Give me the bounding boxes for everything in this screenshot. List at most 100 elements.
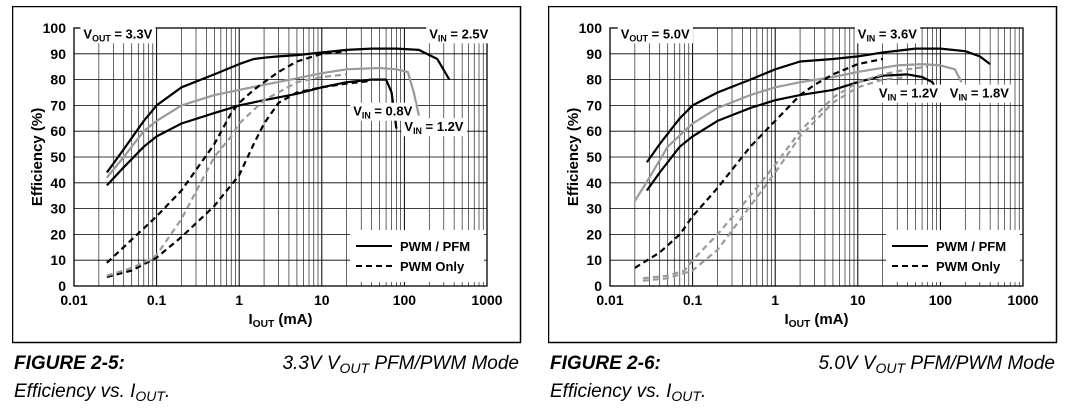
x-tick-label: 1	[771, 292, 779, 308]
x-axis-title-main: I	[784, 311, 788, 328]
y-tick-label: 30	[50, 201, 66, 217]
x-tick-label: 0.1	[147, 292, 167, 308]
annotation-4-rest: = 1.2V	[422, 119, 464, 134]
caption-sub-a: OUT	[875, 360, 906, 376]
caption-line2: Efficiency vs. IOUT.	[550, 380, 1070, 408]
chart-frame	[12, 6, 522, 344]
annotation-4: VIN = 1.8V	[950, 86, 1009, 103]
legend-label: PWM Only	[936, 259, 1001, 274]
caption-label: FIGURE 2-5:	[14, 353, 125, 374]
x-tick-label: 0.1	[683, 292, 703, 308]
plot-area	[609, 27, 1024, 287]
series-line-5	[642, 65, 928, 280]
annotation-4: VIN = 1.2V	[404, 119, 463, 136]
y-tick-label: 70	[586, 97, 602, 113]
caption-sub-a: OUT	[339, 360, 370, 376]
y-tick-label: 100	[43, 20, 67, 36]
x-tick-label: 100	[393, 292, 417, 308]
legend-label: PWM Only	[400, 259, 465, 274]
annotation-1-rest: = 5.0V	[648, 26, 690, 41]
legend-label: PWM / PFM	[936, 239, 1006, 254]
annotation-2: VIN = 2.5V	[429, 26, 488, 43]
y-tick-label: 90	[586, 46, 602, 62]
figure-2-5: 0 10 20 30 40 50 60 70 80 90 100 0.01 0.1 1 10 100 1000 E…	[12, 0, 542, 417]
series-group	[633, 47, 991, 282]
annotation-2-sub: IN	[866, 33, 875, 43]
annotation-bg	[80, 25, 156, 44]
annotation-3-rest: = 0.8V	[371, 104, 413, 119]
x-axis-title-sub: OUT	[789, 319, 811, 330]
x-axis-title: IOUT (mA)	[784, 311, 848, 330]
annotation-3-main: V	[879, 86, 888, 101]
series-line-1	[106, 47, 451, 174]
y-tick-label: 10	[586, 252, 602, 268]
annotation-4-sub: IN	[958, 93, 967, 103]
annotation-1: VOUT = 5.0V	[621, 26, 690, 43]
y-tick-label: 70	[50, 97, 66, 113]
x-axis-title-rest: (mA)	[274, 311, 312, 328]
series-line-5	[106, 79, 372, 279]
annotation-3-rest: = 1.2V	[896, 86, 938, 101]
annotation-2: VIN = 3.6V	[858, 26, 917, 43]
annotation-3-sub: IN	[888, 93, 897, 103]
caption-title: 3.3V VOUT PFM/PWM Mode	[282, 352, 519, 380]
series-line-1	[646, 47, 991, 163]
y-tick-label: 40	[50, 175, 66, 191]
annotation-3: VIN = 1.2V	[879, 86, 938, 103]
y-tick-label: 80	[586, 72, 602, 88]
annotation-3-main: V	[353, 104, 362, 119]
y-tick-label: 60	[586, 123, 602, 139]
legend-box	[350, 230, 484, 282]
y-tick-label: 40	[586, 175, 602, 191]
annotation-4-main: V	[404, 119, 413, 134]
y-tick-label: 30	[586, 201, 602, 217]
y-tick-label: 50	[50, 149, 66, 165]
x-tick-label: 100	[929, 292, 953, 308]
annotation-bg	[401, 118, 467, 137]
annotation-1-sub: OUT	[92, 33, 111, 43]
series-group	[106, 47, 451, 279]
y-tick-label: 90	[50, 46, 66, 62]
caption-line2-sub: OUT	[135, 388, 165, 404]
caption-text-b: PFM/PWM Mode	[905, 353, 1055, 374]
x-tick-label: 10	[314, 292, 330, 308]
annotation-2-rest: = 2.5V	[447, 26, 489, 41]
annotation-1-main: V	[83, 26, 92, 41]
caption-label: FIGURE 2-6:	[550, 353, 661, 374]
figure-caption: FIGURE 2-5: 3.3V VOUT PFM/PWM Mode Effic…	[14, 352, 534, 408]
chart-efficiency-5v0: 0 10 20 30 40 50 60 70 80 90 100 0.01 0.1 1 10 100 1000 E…	[548, 6, 1058, 344]
annotation-3: VIN = 0.8V	[353, 104, 412, 121]
y-axis-title: Efficiency (%)	[565, 108, 582, 206]
series-line-6	[642, 75, 908, 282]
series-line-2	[106, 78, 398, 187]
annotation-3-sub: IN	[362, 111, 371, 121]
x-tick-label: 0.01	[60, 292, 87, 308]
annotation-1-rest: = 3.3V	[111, 26, 153, 41]
x-tick-label: 0.01	[596, 292, 623, 308]
caption-text-a: 5.0V V	[818, 353, 876, 374]
chart-efficiency-3v3: 0 10 20 30 40 50 60 70 80 90 100 0.01 0.1 1 10 100 1000 E…	[12, 6, 522, 344]
y-tick-label: 50	[586, 149, 602, 165]
annotation-4-main: V	[950, 86, 959, 101]
legend-label: PWM / PFM	[400, 239, 470, 254]
annotation-bg	[617, 25, 693, 44]
annotation-1: VOUT = 3.3V	[83, 26, 152, 43]
y-tick-label: 60	[50, 123, 66, 139]
annotation-2-sub: IN	[438, 33, 447, 43]
x-axis-title-main: I	[248, 311, 252, 328]
caption-line2-end: .	[700, 381, 707, 402]
annotation-bg	[350, 102, 416, 121]
y-tick-label: 20	[50, 226, 66, 242]
legend: PWM / PFM PWM Only	[350, 230, 484, 282]
figure-caption: FIGURE 2-6: 5.0V VOUT PFM/PWM Mode Effic…	[550, 352, 1070, 408]
x-tick-label: 1000	[1007, 292, 1038, 308]
annotation-bg	[875, 84, 942, 103]
series-line-6	[106, 73, 347, 277]
y-axis-title: Efficiency (%)	[29, 108, 46, 206]
legend-box	[886, 230, 1020, 282]
x-tick-label: 10	[850, 292, 866, 308]
y-tick-label: 10	[50, 252, 66, 268]
caption-title: 5.0V VOUT PFM/PWM Mode	[818, 352, 1055, 380]
y-tick-label: 0	[58, 278, 66, 294]
series-line-3	[106, 66, 420, 179]
